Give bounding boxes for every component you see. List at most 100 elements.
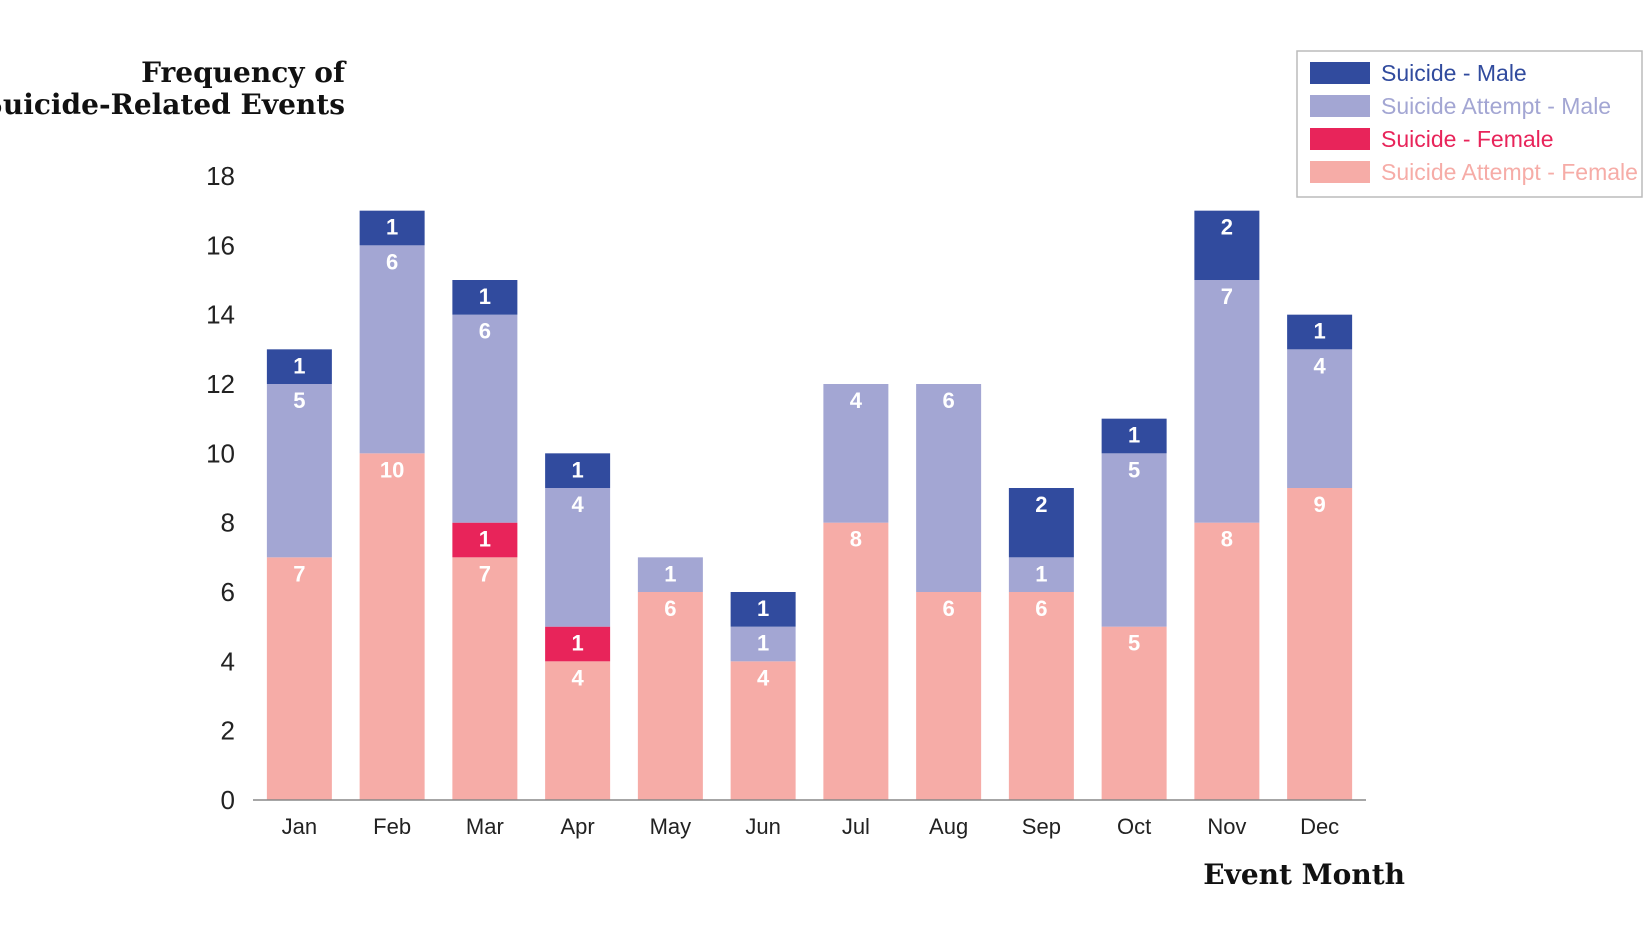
data-label: 5: [1128, 457, 1140, 482]
bar-segment: [1008, 488, 1074, 558]
data-label: 10: [380, 457, 404, 482]
bar-segment: [452, 314, 518, 523]
data-label: 5: [293, 388, 305, 413]
bar-segment: [359, 245, 425, 454]
legend: Suicide - Male Suicide Attempt - Male Suic…: [1296, 50, 1643, 198]
bar-segment: [1287, 488, 1353, 800]
bars: 7 5 1 10 6 1 7 1 6 1 4 1 4 1 6 1 4 1 1 8 4 6 6 6 1 2 5 5 1 8 7 2 9 4 1: [266, 210, 1353, 800]
data-label: 4: [572, 492, 585, 517]
bar-segment: [359, 210, 425, 246]
data-label: 6: [386, 249, 398, 274]
bar-segment: [916, 384, 982, 592]
data-label: 4: [757, 665, 770, 690]
data-label: 4: [850, 388, 863, 413]
y-tick-label: 12: [206, 369, 235, 399]
data-label: 4: [1314, 353, 1327, 378]
bar-segment: [266, 557, 332, 800]
data-label: 6: [943, 596, 955, 621]
bar-segment: [1101, 418, 1167, 454]
y-tick-label: 14: [206, 300, 235, 330]
data-label: 1: [572, 631, 584, 656]
bar-segment: [637, 592, 703, 800]
bar-segment: [823, 384, 889, 523]
data-label: 7: [479, 561, 491, 586]
data-label: 8: [850, 527, 862, 552]
x-tick-label: Dec: [1300, 814, 1339, 839]
bar-segment: [730, 592, 796, 627]
bar-segment: [545, 661, 611, 800]
data-label: 1: [479, 284, 491, 309]
legend-label: Suicide - Male: [1381, 60, 1527, 86]
bar-segment: [730, 661, 796, 800]
data-label: 1: [386, 215, 398, 240]
bar-segment: [545, 453, 611, 488]
x-tick-label: Apr: [561, 814, 595, 839]
data-label: 4: [572, 665, 585, 690]
data-label: 1: [293, 353, 305, 378]
y-axis-title-line-2: Suicide-Related Events: [0, 88, 345, 121]
bar-segment: [916, 592, 982, 800]
legend-swatch: [1310, 128, 1370, 150]
data-label: 8: [1221, 527, 1233, 552]
x-tick-label: Mar: [466, 814, 504, 839]
x-tick-label: Feb: [373, 814, 411, 839]
x-tick-label: Jul: [842, 814, 870, 839]
bar-segment: [1194, 210, 1260, 280]
bar-segment: [452, 557, 518, 800]
data-label: 6: [1035, 596, 1047, 621]
data-label: 5: [1128, 631, 1140, 656]
x-tick-label: Aug: [929, 814, 968, 839]
data-label: 9: [1314, 492, 1326, 517]
data-label: 2: [1221, 215, 1233, 240]
x-axis-title: Event Month: [1203, 858, 1405, 891]
bar-segment: [1287, 314, 1353, 350]
bar-segment: [452, 280, 518, 315]
x-tick-label: Oct: [1117, 814, 1151, 839]
data-label: 6: [479, 319, 491, 344]
data-label: 1: [1035, 561, 1047, 586]
legend-label: Suicide Attempt - Female: [1381, 159, 1638, 185]
x-axis-ticks: Jan Feb Mar Apr May Jun Jul Aug Sep Oct Nov Dec: [282, 814, 1340, 839]
bar-segment: [1101, 453, 1167, 627]
legend-label: Suicide - Female: [1381, 126, 1554, 152]
y-tick-label: 16: [206, 230, 235, 260]
x-tick-label: Sep: [1022, 814, 1061, 839]
x-tick-label: Nov: [1207, 814, 1246, 839]
y-axis-ticks: 0 2 4 6 8 10 12 14 16 18: [206, 161, 235, 815]
bar-segment: [452, 522, 518, 558]
y-axis-title-line-1: Frequency of: [141, 56, 347, 89]
y-tick-label: 0: [221, 785, 235, 815]
data-label: 1: [757, 596, 769, 621]
y-tick-label: 10: [206, 438, 235, 468]
x-tick-label: Jan: [282, 814, 317, 839]
y-tick-label: 8: [221, 508, 235, 538]
bar-segment: [637, 557, 703, 592]
data-label: 1: [572, 457, 584, 482]
bar-segment: [1101, 626, 1167, 800]
y-tick-label: 4: [221, 646, 235, 676]
legend-label: Suicide Attempt - Male: [1381, 93, 1611, 119]
bar-segment: [266, 384, 332, 558]
bar-segment: [1008, 557, 1074, 592]
data-label: 1: [1314, 319, 1326, 344]
data-label: 2: [1035, 492, 1047, 517]
data-label: 1: [757, 631, 769, 656]
legend-swatch: [1310, 62, 1370, 84]
data-label: 1: [1128, 423, 1140, 448]
y-tick-label: 2: [221, 716, 235, 746]
data-label: 1: [479, 527, 491, 552]
bar-segment: [1194, 280, 1260, 523]
bar-segment: [545, 488, 611, 627]
bar-segment: [823, 522, 889, 800]
y-tick-label: 18: [206, 161, 235, 191]
data-label: 7: [1221, 284, 1233, 309]
bar-segment: [1194, 522, 1260, 800]
x-tick-label: May: [650, 814, 692, 839]
bar-segment: [730, 626, 796, 662]
legend-swatch: [1310, 161, 1370, 183]
bar-segment: [545, 626, 611, 662]
data-label: 1: [664, 561, 676, 586]
data-label: 6: [664, 596, 676, 621]
legend-swatch: [1310, 95, 1370, 117]
